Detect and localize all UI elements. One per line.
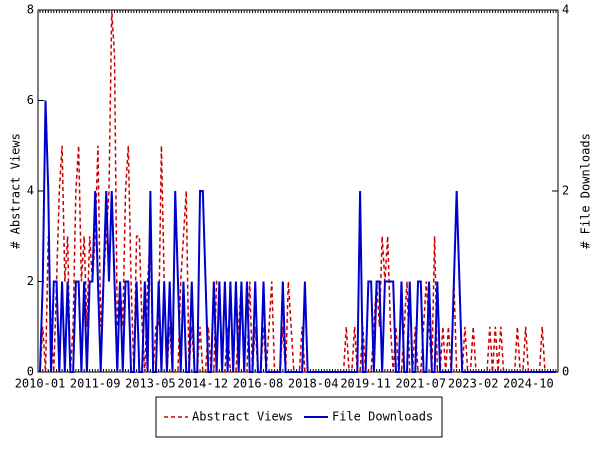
series-line	[39, 100, 556, 373]
y-tick-label: 2	[27, 274, 34, 288]
series-line	[39, 9, 556, 373]
x-tick-label: 2023-02	[448, 377, 499, 391]
x-tick-label: 2010-01	[15, 377, 66, 391]
y-tick-label: 4	[27, 184, 34, 198]
y-tick-label: 8	[27, 3, 34, 17]
legend-box	[155, 396, 443, 438]
y-axis-label: # Abstract Views	[9, 133, 23, 249]
y-tick-label: 6	[27, 93, 34, 107]
y-tick-label: 0	[27, 365, 34, 379]
legend-label: Abstract Views	[192, 410, 293, 424]
y2-tick-label: 0	[562, 365, 569, 379]
x-tick-label: 2021-07	[396, 377, 447, 391]
x-tick-label: 2024-10	[503, 377, 554, 391]
x-tick-label: 2019-11	[340, 377, 391, 391]
y2-axis-label: # File Downloads	[579, 133, 593, 249]
y2-tick-label: 2	[562, 184, 569, 198]
legend-label: File Downloads	[332, 410, 433, 424]
x-tick-label: 2013-05	[125, 377, 176, 391]
x-tick-label: 2014-12	[178, 377, 229, 391]
x-tick-label: 2016-08	[233, 377, 284, 391]
y2-tick-label: 4	[562, 3, 569, 17]
x-tick-label: 2011-09	[70, 377, 121, 391]
x-tick-label: 2018-04	[288, 377, 339, 391]
